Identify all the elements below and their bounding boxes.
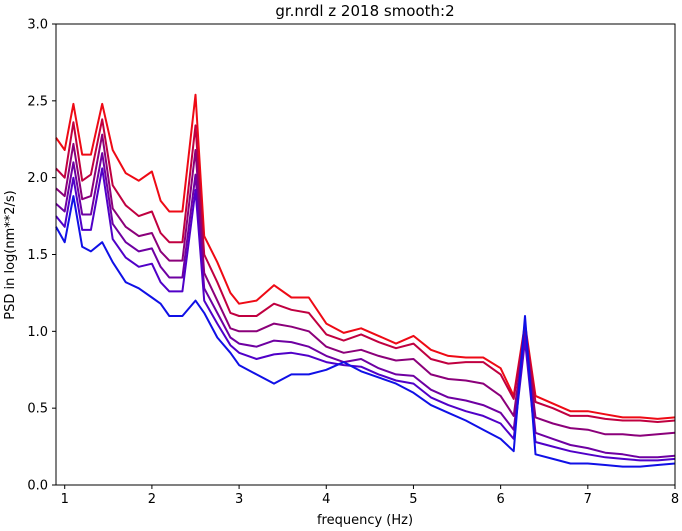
x-tick-label: 5 — [409, 492, 417, 507]
y-tick-label: 1.0 — [27, 325, 48, 340]
x-tick-label: 6 — [496, 492, 504, 507]
x-tick-label: 2 — [148, 492, 156, 507]
y-axis-ticks: 0.0 0.5 1.0 1.5 2.0 2.5 3.0 — [27, 18, 56, 494]
x-tick-label: 3 — [235, 492, 243, 507]
series-line-3 — [55, 133, 676, 437]
y-tick-label: 2.5 — [27, 94, 48, 109]
chart-title: gr.nrdl z 2018 smooth:2 — [275, 2, 454, 20]
series-line-6 — [55, 195, 676, 468]
y-tick-label: 1.5 — [27, 248, 48, 263]
x-tick-label: 7 — [584, 492, 592, 507]
y-tick-label: 0.5 — [27, 402, 48, 417]
x-tick-label: 4 — [322, 492, 330, 507]
x-tick-label: 8 — [671, 492, 679, 507]
series-line-5 — [55, 167, 676, 462]
y-tick-label: 3.0 — [27, 18, 48, 33]
y-tick-label: 0.0 — [27, 479, 48, 494]
x-axis-ticks: 1 2 3 4 5 6 7 8 — [61, 485, 679, 507]
y-axis-label: PSD in log(nm**2/s) — [3, 190, 18, 320]
y-tick-label: 2.0 — [27, 171, 48, 186]
x-tick-label: 1 — [61, 492, 69, 507]
series-line-1 — [55, 93, 676, 420]
series-line-2 — [55, 118, 676, 423]
x-axis-label: frequency (Hz) — [317, 513, 413, 528]
series-layer — [55, 93, 676, 468]
series-line-4 — [55, 152, 676, 459]
